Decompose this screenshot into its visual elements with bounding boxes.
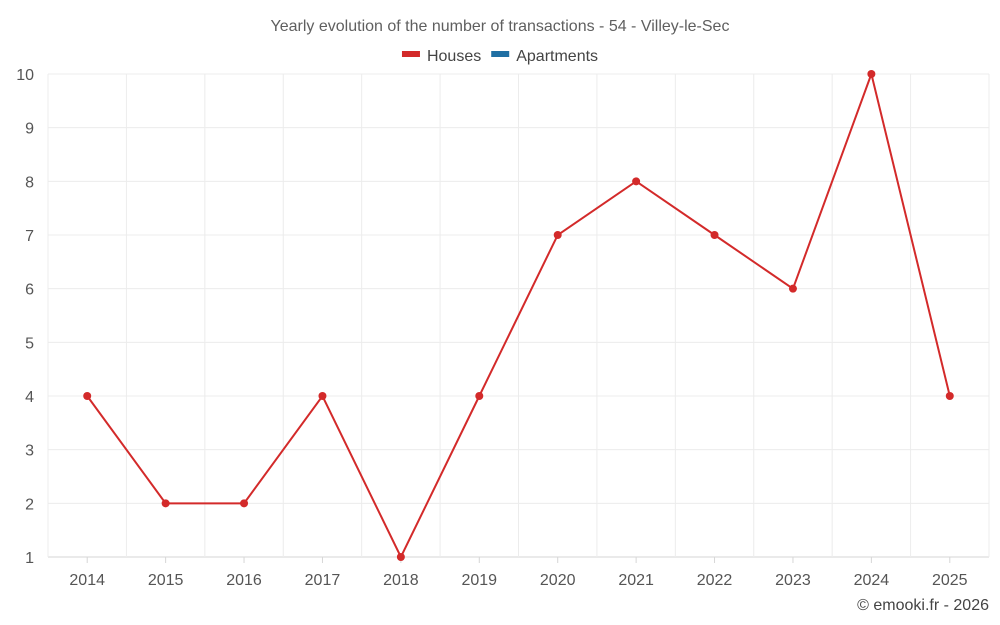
x-tick-label: 2025	[932, 572, 968, 589]
data-point	[945, 392, 954, 400]
legend-swatch-houses	[401, 51, 420, 57]
x-tick-label: 2018	[383, 572, 419, 589]
y-tick-label: 6	[25, 282, 34, 299]
series-line-houses	[86, 70, 951, 560]
y-tick-label: 2	[25, 496, 34, 513]
legend-label-houses: Houses	[427, 48, 481, 65]
data-point	[240, 499, 249, 508]
data-point	[161, 499, 170, 508]
legend-swatch-apartments	[491, 51, 510, 57]
data-point	[396, 553, 405, 561]
data-point	[83, 392, 92, 400]
data-point	[788, 284, 797, 293]
data-point	[553, 231, 562, 239]
chart-legend: Houses Apartments	[401, 48, 598, 65]
x-tick-label: 2023	[775, 572, 811, 589]
chart-series	[83, 70, 954, 561]
y-tick-label: 10	[16, 67, 34, 84]
legend-label-apartments: Apartments	[516, 48, 598, 65]
y-tick-label: 3	[25, 443, 34, 460]
chart-grid	[47, 73, 990, 558]
x-tick-label: 2015	[148, 572, 184, 589]
y-tick-label: 8	[25, 174, 34, 191]
data-point	[710, 231, 719, 239]
y-tick-label: 4	[25, 389, 34, 406]
y-tick-label: 5	[25, 335, 34, 352]
x-axis: 2014 2015 2016 2017 2018 2019 2020 2021 2022 2023…	[69, 557, 968, 589]
data-point	[867, 70, 876, 78]
y-tick-label: 1	[25, 550, 34, 567]
data-point	[632, 177, 641, 186]
x-tick-label: 2022	[697, 572, 733, 589]
x-tick-label: 2024	[854, 572, 890, 589]
x-tick-label: 2020	[540, 572, 576, 589]
y-tick-label: 9	[25, 121, 34, 138]
y-axis: 1 2 3 4 5 6 7 8 9 10	[16, 67, 34, 567]
x-tick-label: 2017	[305, 572, 341, 589]
data-point	[475, 392, 484, 400]
copyright-credit: © emooki.fr - 2026	[857, 597, 989, 614]
x-tick-label: 2021	[618, 572, 654, 589]
x-tick-label: 2016	[226, 572, 262, 589]
x-tick-label: 2019	[461, 572, 497, 589]
chart-title: Yearly evolution of the number of transa…	[271, 18, 730, 35]
data-point	[318, 392, 327, 400]
x-tick-label: 2014	[69, 572, 105, 589]
y-tick-label: 7	[25, 228, 34, 245]
